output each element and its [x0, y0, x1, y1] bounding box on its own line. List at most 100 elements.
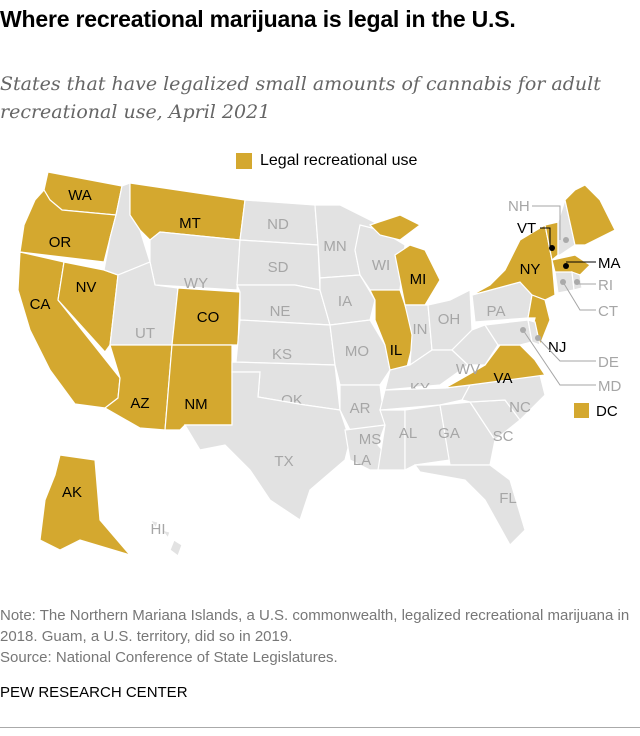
state-label: MO — [345, 343, 369, 360]
state-ak — [39, 454, 132, 557]
note-text: Note: The Northern Mariana Islands, a U.… — [0, 607, 630, 645]
callout-line — [540, 227, 551, 248]
callout-dot — [549, 245, 555, 251]
callout-dot — [535, 335, 541, 341]
state-mi — [368, 214, 441, 306]
state-ga — [439, 401, 496, 466]
state-shape — [39, 454, 132, 557]
state-label: CA — [30, 296, 51, 313]
state-label: SC — [493, 428, 514, 445]
state-label: LA — [353, 452, 371, 469]
state-label: NY — [520, 261, 541, 278]
state-label-nh: NH — [508, 198, 530, 215]
callout-dot — [560, 279, 566, 285]
callout-dot — [574, 279, 580, 285]
source-text: Source: National Conference of State Leg… — [0, 649, 338, 666]
state-label: UT — [135, 325, 155, 342]
state-shape — [368, 214, 422, 241]
state-shape — [19, 188, 117, 263]
state-label: ND — [267, 216, 289, 233]
state-label: AK — [62, 484, 82, 501]
state-shape — [377, 409, 406, 471]
state-label: OR — [49, 234, 72, 251]
callout-line — [522, 329, 596, 386]
state-label: HI — [151, 521, 166, 538]
figure-subtitle: States that have legalized small amounts… — [0, 73, 601, 123]
state-shape — [160, 529, 171, 540]
state-label: MT — [179, 215, 201, 232]
state-label: CO — [197, 309, 220, 326]
state-label: PA — [487, 303, 506, 320]
state-label: IN — [413, 321, 428, 338]
callout-line — [537, 337, 596, 362]
legend-swatch — [236, 153, 252, 169]
us-map: WAORCANVIDMTWYUTCOAZNMNDSDNEKSOKTXMNIAMO… — [17, 171, 621, 557]
state-label: MS — [359, 431, 382, 448]
callout-line — [532, 205, 561, 240]
state-label: KS — [272, 346, 292, 363]
state-label-de: DE — [598, 354, 619, 371]
state-label: GA — [438, 425, 460, 442]
state-shape — [169, 539, 183, 557]
state-label: WI — [372, 257, 390, 274]
state-label: WY — [184, 275, 208, 292]
state-shape — [564, 184, 616, 246]
figure-title: Where recreational marijuana is legal in… — [0, 6, 516, 32]
state-shape — [164, 344, 233, 431]
state-label: OH — [438, 311, 461, 328]
state-label: NE — [270, 303, 291, 320]
state-label-vt: VT — [517, 220, 536, 237]
dc-label: DC — [596, 403, 618, 420]
state-shape — [148, 519, 159, 530]
callout-dot — [563, 263, 569, 269]
state-label: AZ — [130, 395, 149, 412]
state-shape — [439, 401, 496, 466]
state-nm — [164, 344, 233, 431]
state-label-ma: MA — [598, 255, 621, 272]
state-tx — [183, 371, 351, 521]
state-hi — [148, 519, 183, 557]
state-label-nj: NJ — [548, 339, 566, 356]
state-label: AL — [399, 425, 417, 442]
state-label: NC — [509, 399, 531, 416]
state-label: IL — [390, 342, 403, 359]
state-label: NM — [184, 396, 207, 413]
state-label: IA — [338, 293, 352, 310]
state-label: MN — [323, 238, 346, 255]
state-shape — [404, 404, 451, 471]
state-label: WA — [68, 187, 92, 204]
callout-line — [562, 281, 596, 311]
state-label: MI — [410, 271, 427, 288]
state-label-md: MD — [598, 378, 621, 395]
divider — [0, 727, 640, 728]
state-al — [404, 404, 451, 471]
callout-dot — [563, 237, 569, 243]
state-mo — [329, 319, 391, 386]
state-nh — [557, 197, 576, 256]
state-fl — [413, 464, 526, 546]
note: Note: The Northern Mariana Islands, a U.… — [0, 605, 640, 668]
state-label: VA — [494, 370, 513, 387]
callout-dot — [520, 327, 526, 333]
legend-label: Legal recreational use — [260, 152, 418, 169]
state-shape — [329, 319, 391, 386]
state-shape — [183, 371, 351, 521]
state-label: AR — [350, 400, 371, 417]
state-label: TX — [274, 453, 293, 470]
state-label-ct: CT — [598, 303, 618, 320]
state-ms — [377, 409, 406, 471]
state-label: FL — [499, 490, 517, 507]
brand-logo-text: PEW RESEARCH CENTER — [0, 684, 188, 701]
legend: Legal recreational use — [236, 152, 417, 170]
state-label: NV — [76, 279, 97, 296]
state-me — [564, 184, 616, 246]
state-label: SD — [268, 259, 289, 276]
state-shape — [557, 197, 576, 256]
state-shape — [413, 464, 526, 546]
state-or — [19, 188, 117, 263]
state-label: WV — [456, 361, 480, 378]
dc-swatch — [574, 403, 589, 418]
state-shape — [551, 254, 591, 276]
state-label-ri: RI — [598, 277, 613, 294]
